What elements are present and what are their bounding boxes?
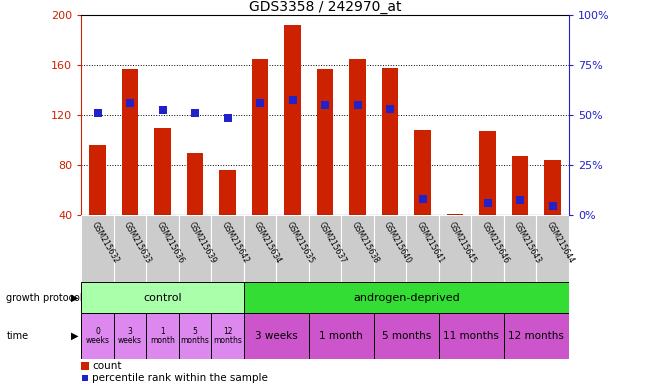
Text: count: count [92, 361, 122, 371]
Text: GSM215639: GSM215639 [187, 220, 218, 265]
Bar [536, 215, 569, 282]
Text: 5 months: 5 months [382, 331, 431, 341]
Text: 11 months: 11 months [443, 331, 499, 341]
Text: GSM215645: GSM215645 [447, 220, 478, 265]
Bar [374, 313, 439, 359]
Bar [350, 59, 365, 265]
Bar [155, 127, 170, 265]
Bar [415, 130, 430, 265]
Bar [309, 215, 341, 282]
Bar [122, 69, 138, 265]
Bar [276, 215, 309, 282]
Bar [317, 69, 333, 265]
Bar [439, 215, 471, 282]
Bar [504, 313, 569, 359]
Bar [374, 215, 406, 282]
Bar [179, 313, 211, 359]
Text: GSM215646: GSM215646 [480, 220, 511, 265]
Bar [480, 131, 495, 265]
Bar [114, 313, 146, 359]
Bar [81, 362, 89, 370]
Text: 5
months: 5 months [181, 327, 209, 345]
Bar [512, 156, 528, 265]
Bar [146, 313, 179, 359]
Bar [187, 152, 203, 265]
Bar [211, 313, 244, 359]
Text: GSM215634: GSM215634 [252, 220, 283, 265]
Bar [439, 313, 504, 359]
Text: GSM215637: GSM215637 [317, 220, 348, 265]
Text: 12 months: 12 months [508, 331, 564, 341]
Bar [471, 215, 504, 282]
Bar [179, 215, 211, 282]
Bar [285, 25, 300, 265]
Bar [504, 215, 536, 282]
Text: GSM215643: GSM215643 [512, 220, 543, 265]
Bar [81, 282, 244, 313]
Text: 12
months: 12 months [213, 327, 242, 345]
Bar [545, 160, 560, 265]
Text: GSM215638: GSM215638 [350, 220, 380, 265]
Text: 3
weeks: 3 weeks [118, 327, 142, 345]
Bar [244, 313, 309, 359]
Text: GSM215636: GSM215636 [155, 220, 186, 265]
Bar [244, 282, 569, 313]
Bar [146, 215, 179, 282]
Text: percentile rank within the sample: percentile rank within the sample [92, 373, 268, 383]
Text: 1
month: 1 month [150, 327, 175, 345]
Text: 0
weeks: 0 weeks [86, 327, 109, 345]
Text: GSM215641: GSM215641 [415, 220, 445, 265]
Text: ▶: ▶ [70, 331, 78, 341]
Text: GSM215635: GSM215635 [285, 220, 316, 265]
Text: growth protocol: growth protocol [6, 293, 83, 303]
Text: 3 weeks: 3 weeks [255, 331, 298, 341]
Bar [252, 59, 268, 265]
Text: 1 month: 1 month [319, 331, 363, 341]
Text: GSM215642: GSM215642 [220, 220, 250, 265]
Text: ▶: ▶ [70, 293, 78, 303]
Bar [211, 215, 244, 282]
Text: GSM215640: GSM215640 [382, 220, 413, 265]
Text: time: time [6, 331, 29, 341]
Bar [81, 215, 114, 282]
Bar [90, 145, 105, 265]
Text: androgen-deprived: androgen-deprived [353, 293, 460, 303]
Bar [406, 215, 439, 282]
Bar [81, 313, 114, 359]
Title: GDS3358 / 242970_at: GDS3358 / 242970_at [249, 0, 401, 14]
Bar [382, 68, 398, 265]
Text: control: control [143, 293, 182, 303]
Bar [447, 214, 463, 265]
Bar [309, 313, 374, 359]
Bar [341, 215, 374, 282]
Text: GSM215633: GSM215633 [122, 220, 153, 265]
Bar [244, 215, 276, 282]
Bar [114, 215, 146, 282]
Text: GSM215644: GSM215644 [545, 220, 576, 265]
Text: GSM215632: GSM215632 [90, 220, 120, 265]
Bar [220, 170, 235, 265]
